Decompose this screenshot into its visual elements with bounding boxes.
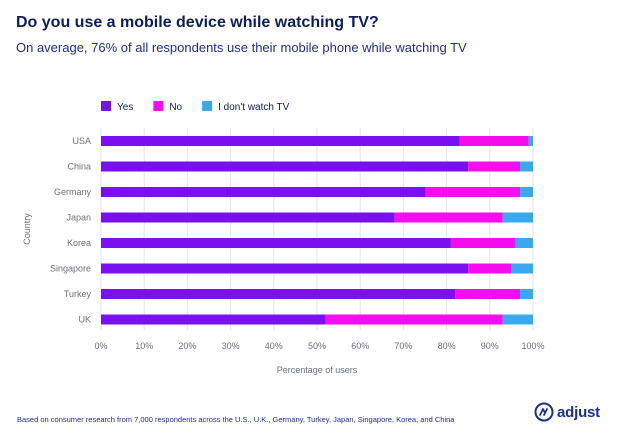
x-tick-label: 0% (94, 341, 107, 351)
legend-swatch-1 (153, 101, 164, 111)
adjust-logo: adjust (534, 402, 600, 422)
category-labels: USA China Germany Japan Korea Singapore Turkey… (50, 136, 92, 325)
bar-segment (528, 136, 533, 146)
x-tick-label: 30% (222, 341, 240, 351)
bar-segment (455, 289, 521, 299)
bar-segment (101, 238, 451, 248)
bar-segment (468, 263, 512, 274)
bar-segment (520, 161, 533, 172)
category-label: Korea (67, 238, 91, 248)
x-tick-label: 100% (521, 341, 544, 351)
x-tick-label: 60% (351, 341, 369, 351)
category-label: China (67, 162, 91, 172)
bar-segment (502, 212, 533, 223)
bar-segment (101, 314, 326, 325)
bar-segment (520, 289, 533, 299)
legend-label-0: Yes (117, 102, 133, 113)
category-label: Germany (54, 187, 92, 197)
legend-label-2: I don't watch TV (218, 102, 290, 113)
legend: Yes No I don't watch TV (101, 101, 290, 113)
x-axis-title: Percentage of users (277, 365, 358, 375)
x-tick-label: 80% (438, 341, 456, 351)
bar-segment (425, 187, 521, 197)
x-tick-label: 20% (178, 341, 196, 351)
bar-segment (325, 314, 503, 325)
bar-segment (101, 161, 469, 172)
bar-segment (394, 212, 503, 223)
x-tick-labels: 0% 10% 20% 30% 40% 50% 60% 70% 80% 90% 100% (94, 341, 544, 351)
x-tick-label: 90% (481, 341, 499, 351)
legend-label-1: No (169, 102, 182, 113)
bar-segment (101, 263, 469, 274)
chart-title: Do you use a mobile device while watchin… (16, 14, 379, 31)
category-label: USA (72, 136, 91, 146)
bar-segment (515, 238, 533, 248)
bar-segment (101, 289, 456, 299)
bar-segment (101, 136, 460, 146)
bar-segment (101, 187, 425, 197)
bar-segment (468, 161, 521, 172)
bar-segment (520, 187, 533, 197)
bar-segment (511, 263, 533, 274)
gridlines (100, 128, 534, 330)
bar-segment (502, 314, 533, 325)
bar-segment (450, 238, 516, 248)
chart-subtitle: On average, 76% of all respondents use t… (16, 40, 467, 55)
category-label: UK (78, 315, 91, 325)
x-tick-label: 50% (308, 341, 326, 351)
x-tick-label: 40% (265, 341, 283, 351)
legend-swatch-0 (101, 101, 111, 111)
category-label: Turkey (64, 289, 92, 299)
logo-text: adjust (557, 403, 600, 421)
bar-segment (459, 136, 529, 146)
legend-swatch-2 (202, 101, 213, 111)
category-label: Singapore (50, 264, 91, 274)
footnote: Based on consumer research from 7,000 re… (17, 415, 455, 424)
y-axis-title: Country (22, 213, 32, 245)
category-label: Japan (66, 213, 91, 223)
x-tick-label: 70% (394, 341, 412, 351)
bars (101, 136, 533, 325)
adjust-logo-icon (534, 402, 554, 422)
bar-segment (101, 212, 395, 223)
x-tick-label: 10% (135, 341, 153, 351)
